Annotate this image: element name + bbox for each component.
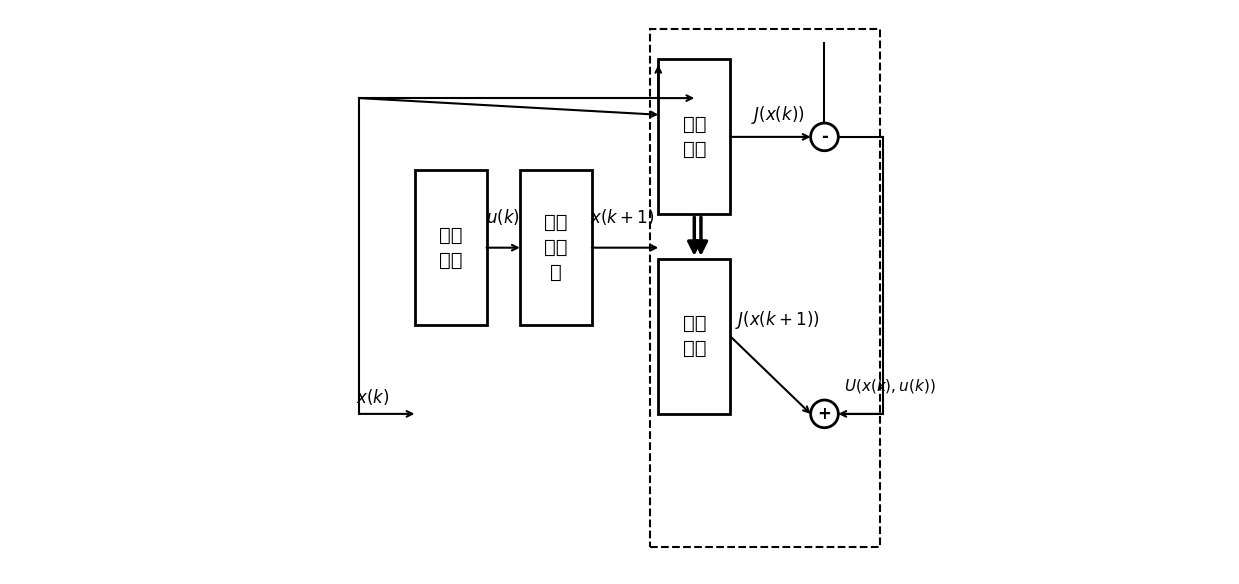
Text: $J(x(k+1))$: $J(x(k+1))$ — [735, 309, 820, 331]
Circle shape — [810, 123, 839, 151]
Text: $x(k+1)$: $x(k+1)$ — [590, 207, 654, 227]
Text: +: + — [818, 405, 831, 423]
Text: $J(x(k))$: $J(x(k))$ — [751, 104, 804, 126]
FancyBboxPatch shape — [415, 170, 487, 325]
FancyBboxPatch shape — [658, 60, 730, 214]
Text: -: - — [821, 128, 828, 146]
Text: $x(k)$: $x(k)$ — [357, 387, 390, 407]
Text: 评价
网络: 评价 网络 — [683, 115, 706, 159]
FancyBboxPatch shape — [658, 259, 730, 414]
Text: $U(x(k),u(k))$: $U(x(k),u(k))$ — [844, 377, 935, 395]
Circle shape — [810, 400, 839, 427]
Text: 执行
网络: 执行 网络 — [439, 225, 462, 270]
Text: 非线
性系
统: 非线 性系 统 — [544, 213, 567, 282]
FancyBboxPatch shape — [520, 170, 592, 325]
Text: $u(k)$: $u(k)$ — [486, 207, 520, 227]
Text: 评价
网络: 评价 网络 — [683, 314, 706, 359]
